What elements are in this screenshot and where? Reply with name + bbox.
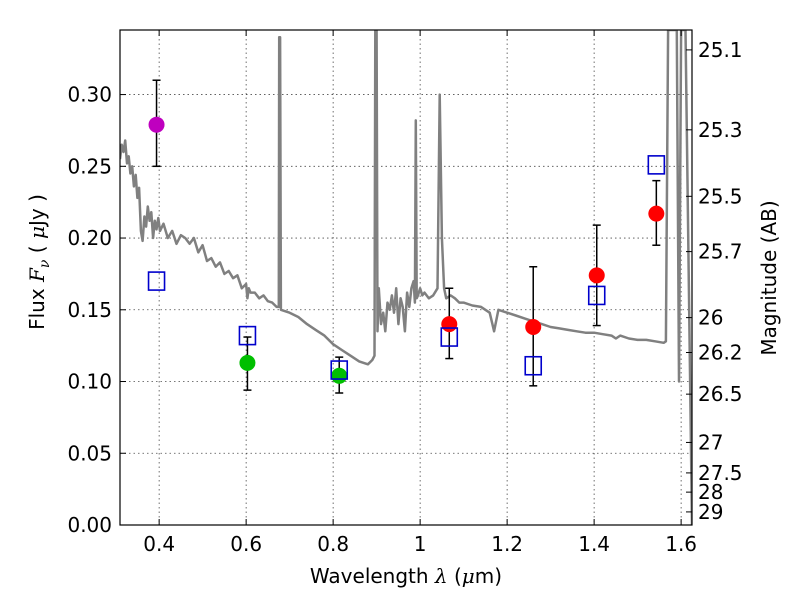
plot-frame: [119, 29, 693, 526]
red-point: [441, 316, 458, 333]
mag-tick-label: 29: [698, 500, 723, 524]
model-photometry-point: [147, 271, 166, 291]
purple-point: [148, 116, 165, 133]
mag-tick-label: 26.5: [698, 382, 743, 406]
y-tick-label: 0.30: [67, 83, 112, 107]
x-tick-label: 1.4: [578, 532, 610, 556]
mag-tick-label: 25.7: [698, 240, 743, 264]
model-photometry-point: [238, 325, 257, 346]
y-tick-label: 0.00: [67, 513, 112, 537]
mag-tick-label: 27.5: [698, 461, 743, 485]
data-markers: [147, 79, 666, 394]
y-axis-title: Flux Fν ( μJy ): [25, 194, 53, 330]
mag-tick-label: 28: [698, 480, 723, 504]
model-photometry-point: [524, 355, 543, 376]
x-tick-label: 0.8: [317, 532, 349, 556]
model-photometry-point: [330, 360, 349, 380]
x-tick-label: 0.4: [143, 532, 175, 556]
y-tick-label: 0.25: [67, 154, 112, 178]
model-photometry-point: [647, 155, 666, 175]
y-tick-label: 0.05: [67, 441, 112, 465]
x-tick-label: 1: [414, 532, 427, 556]
mag-tick-label: 26: [698, 306, 723, 330]
mag-tick-label: 25.3: [698, 118, 743, 142]
red-point: [588, 267, 605, 284]
red-point: [648, 205, 665, 222]
y-tick-label: 0.15: [67, 298, 112, 322]
x-tick-label: 0.6: [230, 532, 262, 556]
model-photometry-point: [440, 327, 459, 347]
y2-axis-title: Magnitude (AB): [757, 200, 781, 355]
y-tick-label: 0.20: [67, 226, 112, 250]
mag-tick-label: 27: [698, 430, 723, 454]
x-axis-title: Wavelength λ (μm): [310, 564, 502, 588]
axis-ticks: 0.4 0.6 0.8 1 1.2 1.4 1.6 0.00 0.05 0.10 0.15 0.20 0…: [67, 30, 743, 556]
green-point: [239, 354, 256, 371]
red-point: [525, 319, 542, 335]
x-tick-label: 1.2: [491, 532, 523, 556]
x-tick-label: 1.6: [665, 532, 697, 556]
mag-tick-label: 25.5: [698, 184, 743, 208]
green-point: [331, 367, 348, 384]
mag-tick-label: 25.1: [698, 38, 743, 62]
mag-tick-label: 26.2: [698, 341, 743, 365]
y-tick-label: 0.10: [67, 370, 112, 394]
grid-lines: [120, 30, 692, 526]
model-photometry-point: [587, 285, 606, 306]
